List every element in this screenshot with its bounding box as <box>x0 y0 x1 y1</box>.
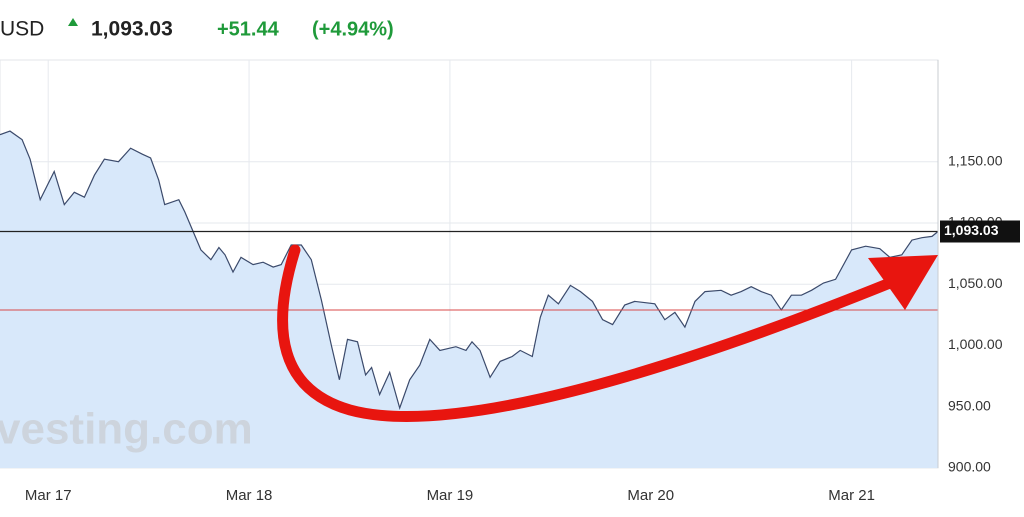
price-line <box>0 130 939 410</box>
watermark: vesting.com <box>0 405 253 454</box>
x-tick-label: Mar 19 <box>427 487 474 504</box>
x-tick-label: Mar 21 <box>828 487 875 504</box>
plot <box>0 130 939 468</box>
y-tick-label: 900.00 <box>948 459 991 475</box>
annotation-arrow <box>277 244 896 422</box>
area <box>0 131 938 468</box>
x-tick-label: Mar 18 <box>226 487 273 504</box>
y-tick-label: 950.00 <box>948 397 991 413</box>
axes: 900.00950.001,000.001,050.001,100.001,15… <box>25 60 1020 504</box>
change-percent: (+4.94%) <box>312 18 394 40</box>
symbol: USD <box>0 18 44 41</box>
x-tick-label: Mar 17 <box>25 487 72 504</box>
change: +51.44 <box>217 18 280 40</box>
y-tick-label: 1,050.00 <box>948 275 1003 291</box>
up-arrow-icon <box>68 18 78 26</box>
annotation-arrowhead <box>868 255 938 310</box>
y-tick-label: 1,150.00 <box>948 152 1003 168</box>
x-tick-label: Mar 20 <box>627 487 674 504</box>
last-price-box <box>940 220 1020 243</box>
y-tick-label: 1,000.00 <box>948 336 1003 352</box>
price: 1,093.03 <box>91 18 173 41</box>
last-price-label: 1,093.03 <box>944 222 999 238</box>
